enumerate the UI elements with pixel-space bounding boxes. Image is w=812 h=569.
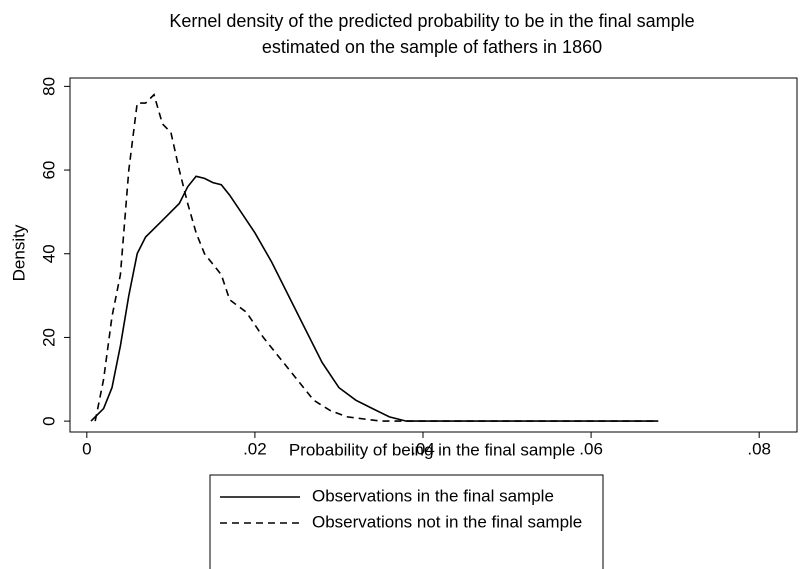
x-tick-label: .06: [579, 439, 603, 458]
x-tick-label: 0: [82, 439, 91, 458]
y-tick-label: 80: [39, 77, 58, 96]
y-tick-label: 40: [39, 244, 58, 263]
y-tick-label: 20: [39, 328, 58, 347]
chart-title: estimated on the sample of fathers in 18…: [262, 37, 602, 57]
y-tick-label: 0: [39, 416, 58, 425]
chart-title: Kernel density of the predicted probabil…: [169, 11, 694, 31]
x-tick-label: .04: [411, 439, 435, 458]
legend-label: Observations in the final sample: [312, 486, 554, 505]
density-line: [90, 175, 659, 422]
plot-frame: [69, 77, 798, 433]
legend-box: [209, 474, 604, 569]
legend-label: Observations not in the final sample: [312, 512, 582, 531]
density-line: [94, 93, 659, 422]
x-tick-label: .02: [243, 439, 267, 458]
y-axis-label: Density: [9, 224, 28, 281]
x-axis-label: Probability of being in the final sample: [289, 440, 575, 459]
x-tick-label: .08: [747, 439, 771, 458]
y-tick-label: 60: [39, 161, 58, 180]
